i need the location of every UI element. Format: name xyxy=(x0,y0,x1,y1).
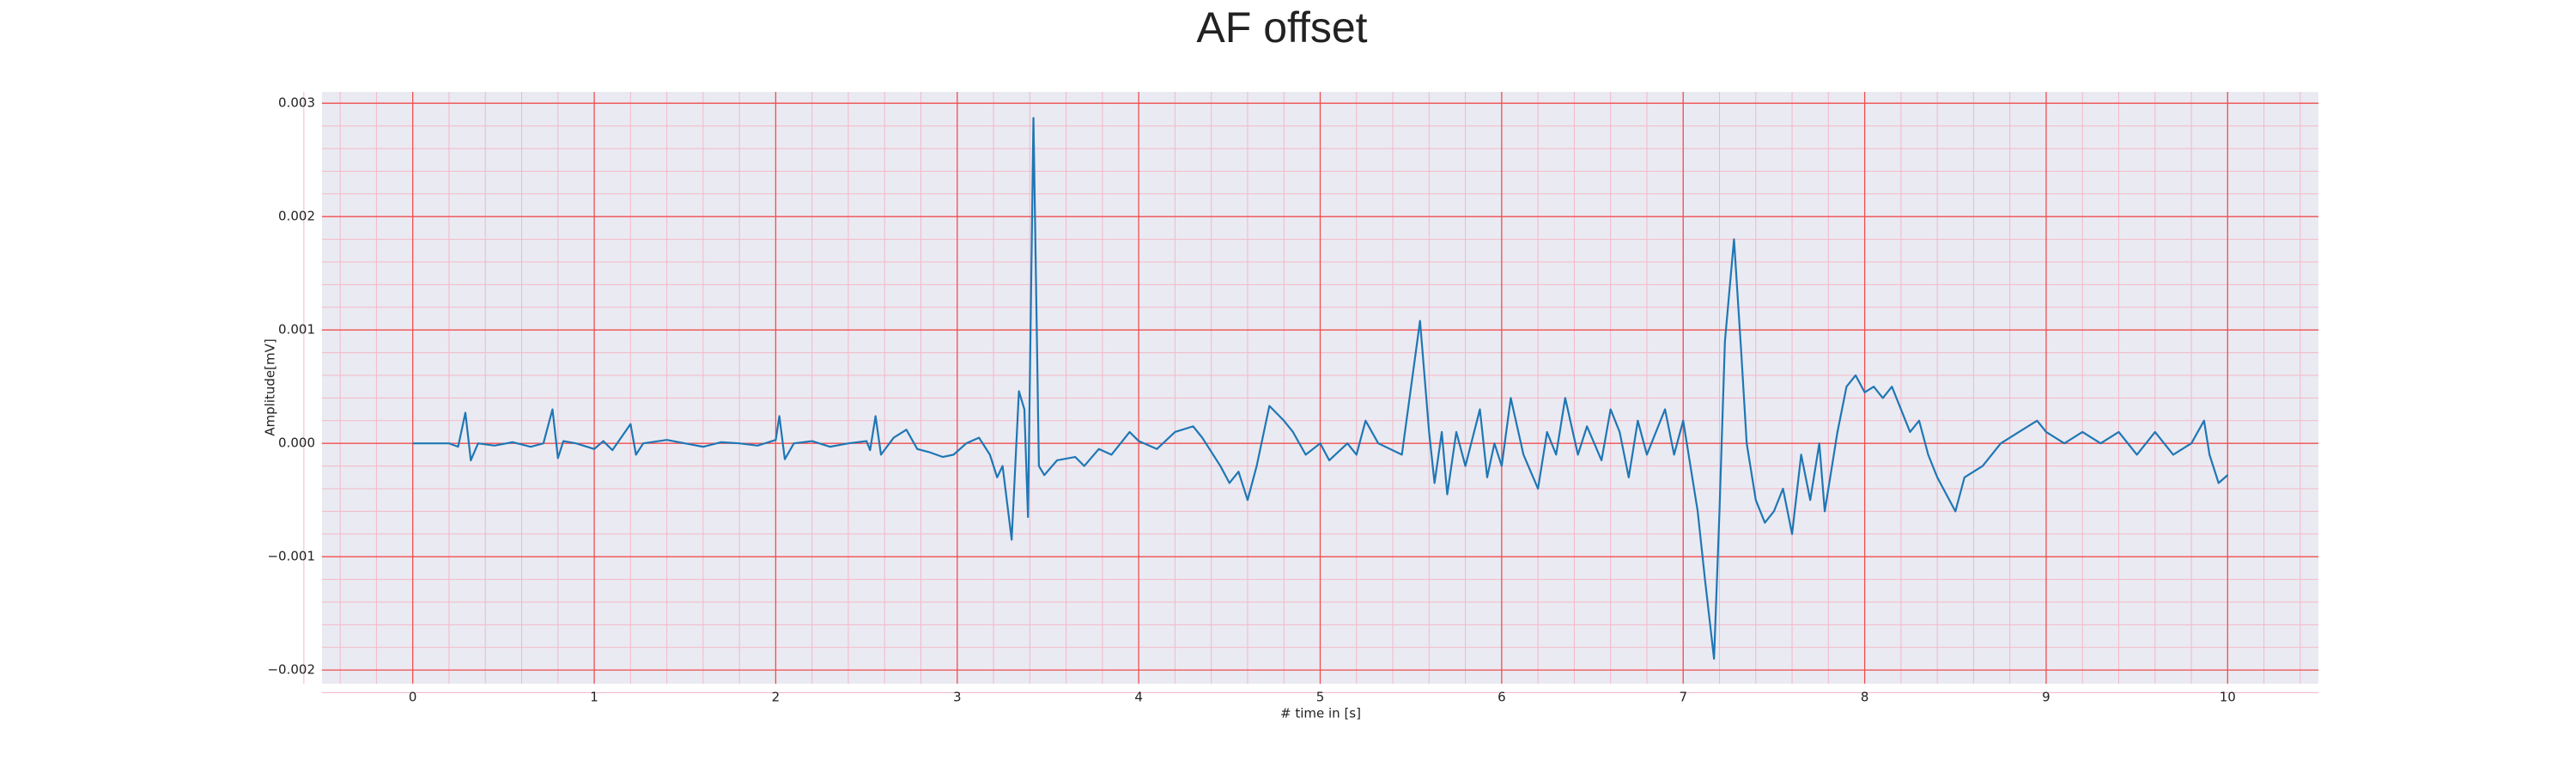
y-tick-label: 0.001 xyxy=(278,322,315,338)
y-tick-label: −0.002 xyxy=(267,662,315,678)
x-tick-label: 10 xyxy=(2220,690,2236,705)
x-tick-label: 6 xyxy=(1498,690,1506,705)
x-tick-label: 9 xyxy=(2042,690,2050,705)
x-tick-label: 1 xyxy=(590,690,598,705)
x-tick-label: 7 xyxy=(1679,690,1687,705)
x-tick-label: 8 xyxy=(1861,690,1869,705)
y-tick-label: 0.000 xyxy=(278,435,315,451)
chart-title: AF offset xyxy=(1196,3,1367,52)
x-tick-label: 4 xyxy=(1134,690,1143,705)
y-axis-label: Amplitude[mV] xyxy=(263,338,278,435)
y-tick-label: 0.003 xyxy=(278,95,315,111)
grid xyxy=(303,92,2318,694)
x-tick-label: 3 xyxy=(953,690,962,705)
x-tick-label: 2 xyxy=(772,690,781,705)
x-tick-label: 5 xyxy=(1316,690,1325,705)
x-tick-label: 0 xyxy=(409,690,417,705)
line-series xyxy=(412,117,2229,660)
x-axis-label: # time in [s] xyxy=(1280,706,1361,721)
y-tick-label: −0.001 xyxy=(267,549,315,564)
y-tick-label: 0.002 xyxy=(278,209,315,224)
